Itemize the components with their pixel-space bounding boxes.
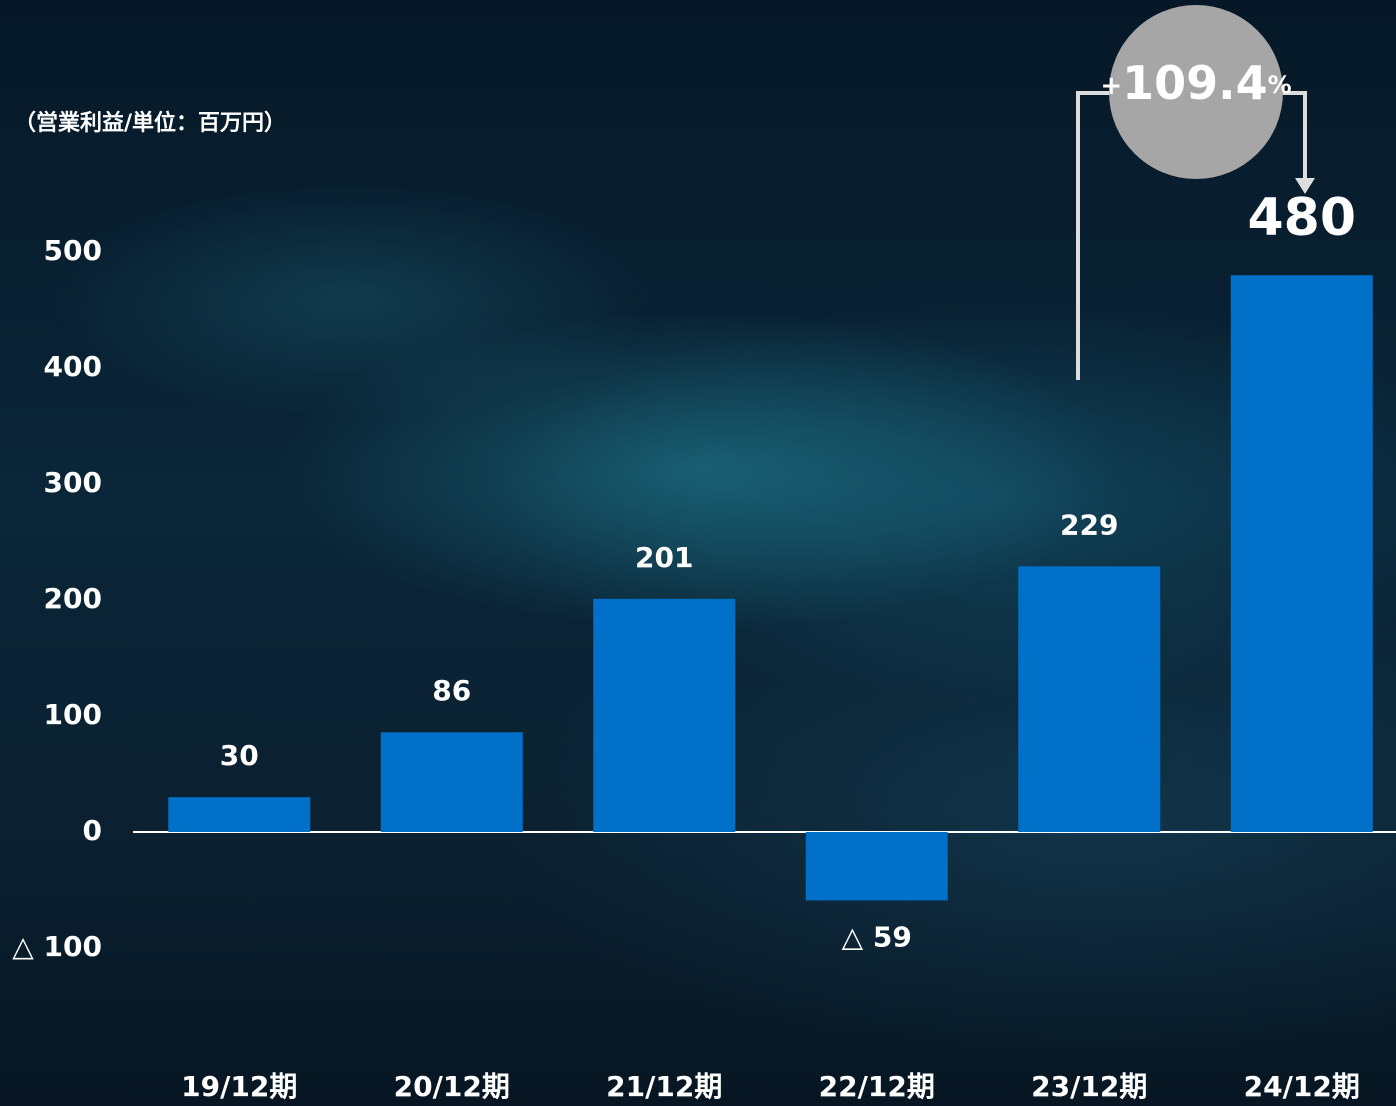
y-tick-label: 100 — [44, 698, 102, 731]
x-tick-label: 24/12期 — [1244, 1070, 1360, 1103]
bar — [805, 832, 948, 901]
value-label: 201 — [635, 541, 693, 574]
x-tick-label: 22/12期 — [819, 1070, 935, 1103]
value-label: △ 59 — [842, 920, 912, 953]
y-tick-label: 0 — [83, 814, 102, 847]
y-tick-label: 500 — [44, 234, 102, 267]
x-tick-label: 21/12期 — [606, 1070, 722, 1103]
value-label: 30 — [220, 739, 259, 772]
x-tick-label: 19/12期 — [181, 1070, 297, 1103]
bar — [168, 797, 311, 832]
x-tick-label: 20/12期 — [394, 1070, 510, 1103]
growth-sign: + — [1100, 71, 1122, 101]
value-label: 86 — [432, 674, 471, 707]
bar — [1230, 275, 1373, 832]
growth-label: +109.4% — [1100, 56, 1291, 110]
y-tick-label: 200 — [44, 582, 102, 615]
bar — [1018, 566, 1161, 832]
y-tick-label: 400 — [44, 350, 102, 383]
bar — [380, 732, 523, 832]
bar — [593, 598, 736, 832]
growth-badge — [1109, 5, 1283, 179]
growth-value: 109.4 — [1122, 56, 1268, 110]
x-tick-label: 23/12期 — [1031, 1070, 1147, 1103]
y-tick-label: △ 100 — [12, 930, 102, 963]
growth-unit: % — [1268, 71, 1292, 99]
y-axis-label: （営業利益/単位：百万円） — [14, 110, 286, 136]
arrow-head — [1295, 178, 1315, 194]
y-tick-label: 300 — [44, 466, 102, 499]
value-label: 229 — [1060, 508, 1118, 541]
value-label: 480 — [1247, 188, 1356, 248]
